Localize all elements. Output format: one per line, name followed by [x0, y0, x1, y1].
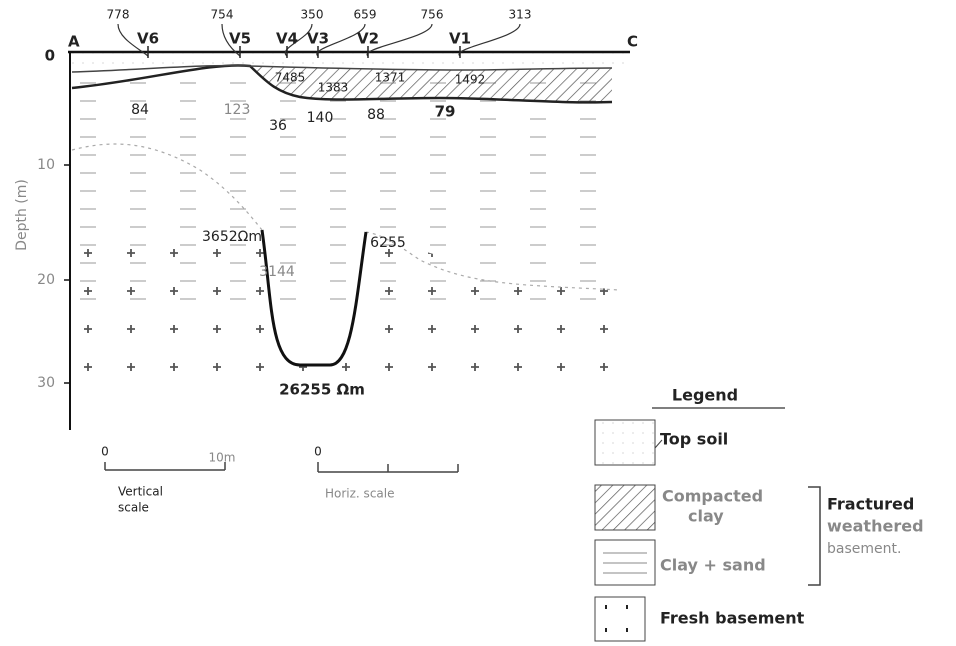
page: Geoelectric section html, body { margin:…	[0, 0, 956, 646]
section-start: A	[68, 33, 80, 51]
station-label: V1	[449, 30, 471, 48]
legend-label: Top soil	[660, 430, 728, 449]
scale-label: Vertical	[118, 485, 163, 499]
scale-start: 0	[101, 445, 109, 459]
legend-label: clay	[688, 507, 724, 526]
legend-swatch	[595, 597, 645, 641]
layer-label: 79	[435, 103, 456, 121]
legend-label: Fresh basement	[660, 609, 805, 628]
legend-group-label: Fractured	[827, 495, 914, 514]
legend-label: Compacted	[662, 487, 763, 506]
station-label: V6	[137, 30, 159, 48]
layer-label: 1383	[318, 81, 349, 95]
station-value: 350	[301, 8, 324, 22]
layer-label: 26255 Ωm	[279, 381, 365, 399]
legend-group-label: basement.	[827, 541, 901, 557]
scale-end: 10m	[209, 451, 236, 465]
station-value: 659	[354, 8, 377, 22]
diagram: A C 0 10 20 30 Depth (m) 778 V6 754 V5 350V4…	[0, 0, 956, 646]
layer-label: 1371	[375, 71, 406, 85]
legend-title: Legend	[672, 386, 738, 405]
section-end: C	[627, 33, 638, 51]
layer-label: 123	[224, 102, 251, 118]
depth-tick-label: 30	[37, 375, 55, 391]
layer-label: 84	[131, 102, 149, 118]
layer-label: 6255	[370, 235, 406, 251]
layer-label: 140	[307, 110, 334, 126]
legend-swatch	[595, 420, 655, 465]
layer-label: 1492	[455, 73, 486, 87]
page-body: {"profile": { "start": "A", "end": "C", …	[0, 0, 956, 646]
station-label: V2	[357, 30, 379, 48]
depth-axis-label: Depth (m)	[14, 179, 30, 251]
layer-label: 7485	[275, 71, 306, 85]
station-value: 756	[421, 8, 444, 22]
depth-tick-label: 0	[45, 47, 55, 65]
legend-label: Clay + sand	[660, 556, 766, 575]
horizontal-scale-bar	[318, 462, 458, 472]
layer-label: 88	[367, 107, 385, 123]
legend-brace	[808, 487, 820, 585]
scale-start: 0	[314, 445, 322, 459]
station-label: V5	[229, 30, 251, 48]
legend-group-label: weathered	[827, 517, 924, 536]
station-value: 313	[509, 8, 532, 22]
layer-label: 36	[269, 118, 287, 134]
depth-tick-label: 10	[37, 157, 55, 173]
vertical-scale-bar	[105, 462, 225, 470]
layer-label: 3652Ωm	[202, 229, 262, 245]
legend-swatch	[595, 485, 655, 530]
station-value: 778	[107, 8, 130, 22]
scale-label: Horiz. scale	[325, 487, 394, 501]
depth-tick-label: 20	[37, 272, 55, 288]
station-value: 754	[211, 8, 234, 22]
layer-label: 3144	[259, 264, 295, 280]
station-label: V4	[276, 30, 298, 48]
station-label: V3	[307, 30, 329, 48]
scale-label: scale	[118, 501, 149, 515]
